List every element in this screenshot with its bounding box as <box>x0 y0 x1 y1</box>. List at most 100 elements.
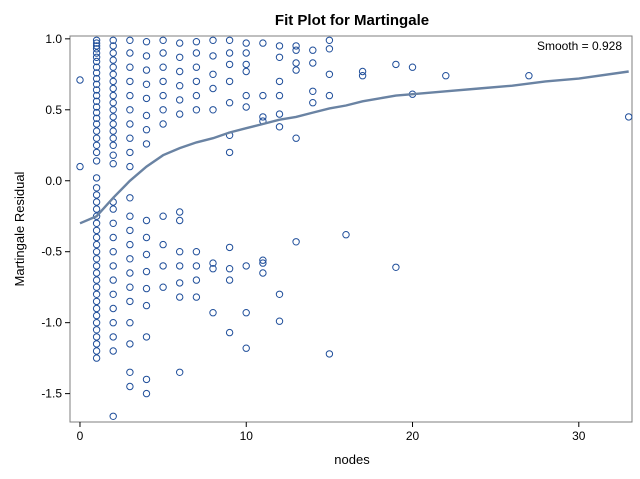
scatter-point <box>242 39 250 47</box>
scatter-point <box>92 69 101 77</box>
scatter-point <box>209 36 217 44</box>
scatter-point <box>292 134 300 142</box>
scatter-point <box>225 328 234 337</box>
scatter-point <box>142 80 151 89</box>
scatter-point <box>109 56 117 64</box>
scatter-point <box>92 103 101 111</box>
scatter-point <box>209 52 217 60</box>
scatter-point <box>209 106 217 114</box>
scatter-point <box>176 67 184 76</box>
scatter-point <box>142 126 151 134</box>
scatter-point <box>176 248 184 256</box>
scatter-point <box>242 103 250 111</box>
scatter-point <box>176 53 184 61</box>
scatter-point <box>159 36 167 44</box>
y-tick-label: 0.0 <box>45 174 62 188</box>
scatter-point <box>92 86 101 94</box>
scatter-point <box>92 80 101 89</box>
scatter-point <box>242 262 250 270</box>
scatter-point <box>76 76 84 84</box>
scatter-point <box>142 140 151 148</box>
scatter-point <box>92 347 101 355</box>
scatter-point <box>176 208 184 216</box>
scatter-point <box>92 127 101 135</box>
scatter-point <box>109 262 117 270</box>
scatter-point <box>76 162 84 171</box>
scatter-point <box>408 63 417 71</box>
scatter-point <box>325 91 334 100</box>
scatter-point <box>92 39 101 47</box>
smooth-line <box>79 70 629 225</box>
y-tick-label: -0.5 <box>41 245 62 259</box>
scatter-point <box>92 36 101 44</box>
scatter-point <box>142 389 151 398</box>
scatter-point <box>126 77 134 86</box>
scatter-point <box>159 262 167 270</box>
y-tick-label: 1.0 <box>45 32 62 46</box>
scatter-point <box>259 91 267 100</box>
scatter-point <box>225 99 234 107</box>
scatter-point <box>309 87 317 96</box>
scatter-point <box>92 319 101 327</box>
scatter-point <box>292 46 300 54</box>
scatter-point <box>358 72 367 80</box>
scatter-point <box>92 174 101 182</box>
scatter-point <box>92 114 101 123</box>
scatter-point <box>109 233 117 242</box>
scatter-point <box>92 297 101 306</box>
scatter-point <box>109 219 117 228</box>
scatter-point <box>292 238 300 246</box>
scatter-point <box>225 243 234 252</box>
scatter-point <box>192 49 201 57</box>
scatter-point <box>126 226 134 235</box>
scatter-point <box>142 111 151 120</box>
scatter-point <box>92 255 101 263</box>
scatter-point <box>209 70 217 79</box>
scatter-point <box>242 309 250 317</box>
scatter-point <box>225 276 234 284</box>
scatter-point <box>92 212 101 220</box>
scatter-point <box>142 52 151 60</box>
scatter-point <box>142 267 151 276</box>
x-axis: 0 10 20 30 <box>77 422 586 443</box>
scatter-point <box>275 53 284 61</box>
scatter-point <box>92 120 101 128</box>
scatter-point <box>109 290 117 298</box>
scatter-point <box>275 91 284 100</box>
scatter-point <box>126 36 134 44</box>
scatter-point <box>192 262 201 270</box>
scatter-point <box>109 113 117 121</box>
scatter-point <box>442 72 450 80</box>
scatter-point <box>259 113 267 121</box>
scatter-point <box>209 259 217 267</box>
scatter-point <box>92 326 101 334</box>
x-axis-label: nodes <box>334 452 370 467</box>
scatter-point <box>259 259 267 267</box>
scatter-point <box>176 39 184 47</box>
scatter-point <box>192 276 201 284</box>
scatter-point <box>92 157 101 165</box>
scatter-point <box>176 110 184 118</box>
scatter-point <box>126 162 134 171</box>
scatter-point <box>126 283 134 291</box>
scatter-point <box>92 57 101 66</box>
scatter-point <box>92 134 101 142</box>
scatter-point <box>109 84 117 93</box>
scatter-point <box>126 212 134 220</box>
scatter-point <box>142 233 151 242</box>
scatter-point <box>109 63 117 71</box>
scatter-point <box>142 250 151 259</box>
scatter-point <box>92 42 101 50</box>
scatter-point <box>275 123 284 131</box>
plot-frame <box>69 35 633 423</box>
scatter-point <box>92 184 101 192</box>
scatter-point <box>92 63 101 71</box>
scatter-point <box>159 106 167 114</box>
scatter-point <box>92 333 101 341</box>
scatter-point <box>142 284 151 293</box>
scatter-point <box>109 70 117 79</box>
scatter-point <box>126 194 134 202</box>
scatter-point <box>275 110 284 118</box>
scatter-point <box>176 293 184 301</box>
